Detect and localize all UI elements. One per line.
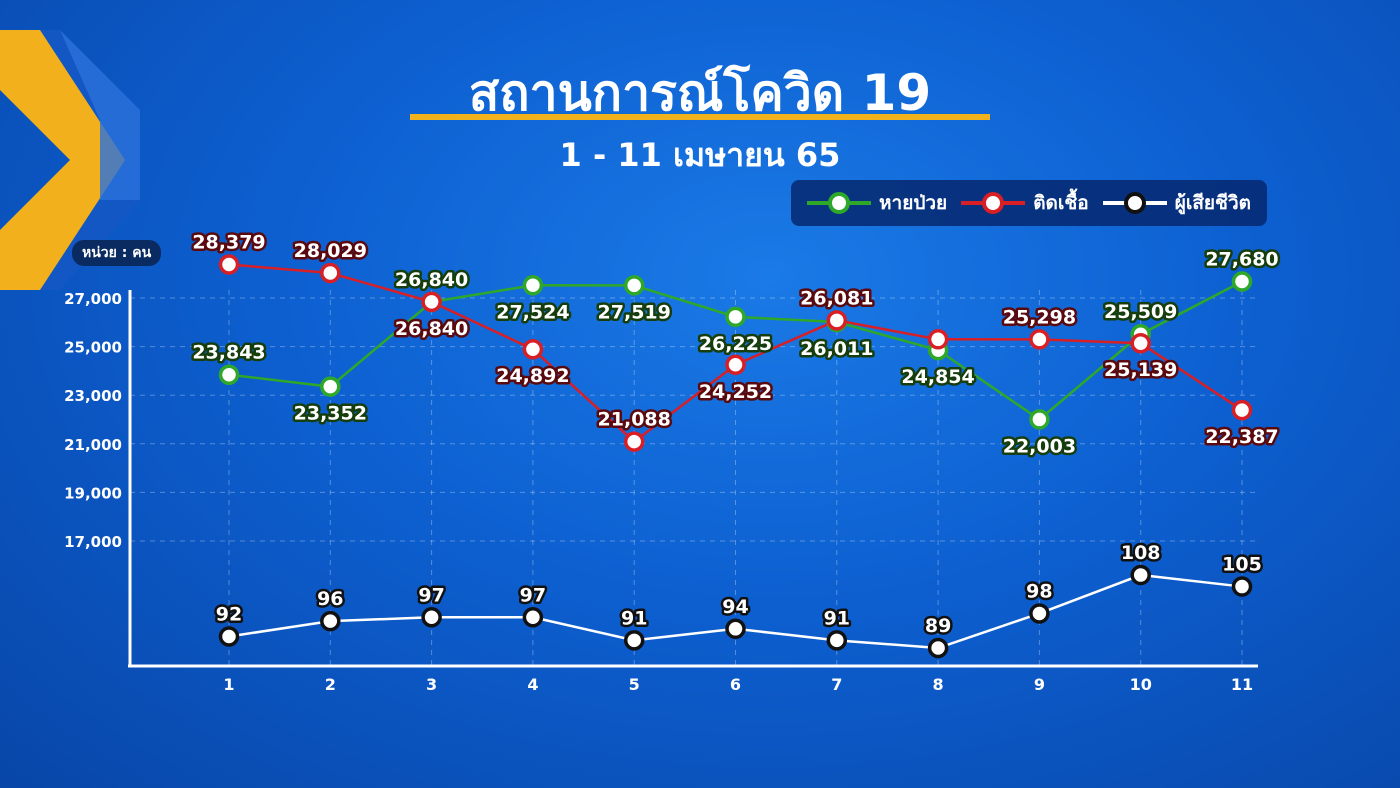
y-tick-label: 27,000	[64, 290, 122, 308]
x-tick-label: 5	[629, 675, 640, 694]
legend-item-recovered: หายป่วย	[807, 188, 947, 218]
data-point-deaths	[1130, 564, 1151, 586]
y-tick-label: 21,000	[64, 436, 122, 454]
data-label-deaths: 105	[1222, 554, 1262, 576]
data-point-deaths	[522, 607, 544, 628]
data-point-deaths	[320, 610, 341, 632]
data-point-deaths	[1029, 603, 1050, 624]
data-label-deaths: 94	[722, 596, 748, 618]
data-point-infected	[218, 254, 240, 275]
x-tick-label: 2	[325, 675, 336, 694]
data-label-recovered: 26,225	[699, 333, 772, 355]
data-point-infected	[1231, 399, 1253, 421]
data-point-infected	[1029, 329, 1050, 350]
data-label-recovered: 27,524	[496, 301, 569, 323]
data-label-deaths: 92	[216, 603, 242, 625]
data-label-deaths: 97	[520, 584, 546, 606]
data-label-deaths: 96	[317, 588, 343, 610]
legend: หายป่วย ติดเชื้อ ผู้เสียชีวิต	[791, 180, 1267, 226]
unit-label: หน่วย : คน	[72, 240, 162, 266]
data-label-recovered: 27,680	[1205, 248, 1278, 270]
x-tick-label: 3	[426, 675, 437, 694]
data-point-deaths	[725, 618, 746, 640]
x-tick-label: 1	[223, 675, 234, 694]
data-label-infected: 25,298	[1003, 306, 1076, 328]
data-point-infected	[1130, 332, 1151, 354]
data-point-recovered	[218, 364, 240, 385]
data-label-infected: 26,081	[800, 287, 873, 309]
data-label-deaths: 91	[621, 607, 647, 629]
data-label-recovered: 26,011	[800, 338, 873, 360]
legend-label: ผู้เสียชีวิต	[1174, 192, 1251, 214]
y-tick-label: 19,000	[64, 484, 122, 502]
data-label-infected: 21,088	[598, 409, 671, 431]
data-point-infected	[320, 262, 341, 284]
data-label-recovered: 23,352	[294, 403, 367, 425]
data-label-deaths: 108	[1121, 542, 1161, 564]
data-label-infected: 24,892	[496, 365, 569, 387]
data-label-recovered: 25,509	[1104, 301, 1177, 323]
x-tick-label: 11	[1231, 675, 1253, 694]
data-point-deaths	[1231, 576, 1253, 597]
x-tick-label: 8	[933, 675, 944, 694]
data-point-deaths	[218, 626, 240, 647]
data-point-recovered	[623, 275, 645, 296]
data-label-recovered: 26,840	[395, 269, 468, 291]
data-point-recovered	[522, 275, 544, 296]
data-label-recovered: 23,843	[192, 342, 265, 364]
data-label-recovered: 27,519	[598, 301, 671, 323]
data-point-infected	[725, 354, 746, 376]
title-underline	[410, 114, 990, 120]
x-tick-label: 6	[730, 675, 741, 694]
legend-marker-green-icon	[807, 192, 871, 214]
page-subtitle: 1 - 11 เมษายน 65	[559, 136, 841, 174]
data-point-recovered	[320, 376, 341, 397]
x-tick-label: 4	[527, 675, 538, 694]
page-title: สถานการณ์โควิด 19	[468, 64, 932, 122]
data-label-deaths: 91	[824, 607, 850, 629]
data-point-recovered	[1231, 271, 1253, 292]
data-point-infected	[522, 338, 544, 360]
data-point-infected	[826, 310, 848, 331]
legend-item-infected: ติดเชื้อ	[961, 188, 1089, 218]
x-tick-label: 10	[1130, 675, 1152, 694]
data-label-recovered: 22,003	[1003, 435, 1076, 457]
data-point-deaths	[927, 637, 949, 659]
data-label-infected: 22,387	[1205, 426, 1278, 448]
legend-label: หายป่วย	[879, 192, 948, 214]
data-label-infected: 28,029	[294, 240, 367, 262]
y-tick-label: 17,000	[64, 533, 122, 551]
data-point-deaths	[826, 630, 848, 651]
data-point-recovered	[1029, 409, 1050, 430]
data-label-infected: 28,379	[192, 231, 265, 253]
data-label-infected: 26,840	[395, 318, 468, 340]
y-tick-label: 23,000	[64, 387, 122, 405]
data-point-recovered	[725, 306, 746, 328]
data-point-deaths	[623, 630, 645, 651]
data-point-deaths	[421, 607, 442, 628]
data-point-infected	[927, 329, 949, 350]
data-point-infected	[421, 291, 442, 313]
x-tick-label: 9	[1034, 675, 1045, 694]
data-label-deaths: 97	[418, 584, 444, 606]
legend-item-deaths: ผู้เสียชีวิต	[1102, 188, 1251, 218]
data-point-infected	[623, 431, 645, 452]
data-label-recovered: 24,854	[901, 366, 974, 388]
data-label-deaths: 89	[925, 615, 951, 637]
data-label-infected: 24,252	[699, 381, 772, 403]
x-tick-label: 7	[831, 675, 842, 694]
legend-label: ติดเชื้อ	[1033, 192, 1089, 214]
legend-marker-white-icon	[1102, 192, 1167, 214]
data-label-infected: 25,139	[1104, 359, 1177, 381]
data-label-deaths: 98	[1026, 580, 1052, 602]
y-tick-label: 25,000	[64, 339, 122, 357]
legend-marker-red-icon	[961, 192, 1026, 214]
